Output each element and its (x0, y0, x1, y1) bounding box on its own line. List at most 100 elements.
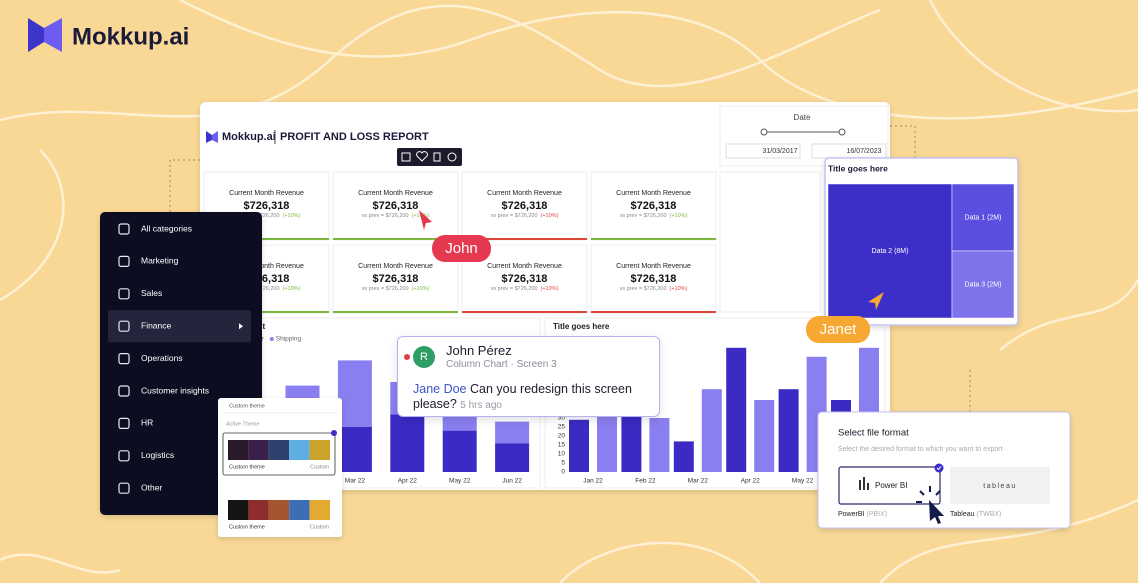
check-mark (936, 466, 942, 471)
kpi-label: Current Month Revenue (616, 263, 691, 270)
menu-icon (118, 255, 130, 267)
bar-segment (442, 414, 477, 431)
kpi-status-bar (333, 311, 458, 313)
selected-check (331, 430, 337, 436)
powerbi-option[interactable] (838, 466, 941, 505)
kpi-compare: vs prev = $726,200 (620, 213, 667, 219)
kpi-compare-row: vs prev = $726,200(+10%) (362, 286, 430, 292)
theme-panel: Custom theme Active Theme Custom theme Cu… (218, 398, 342, 537)
export-dialog: Select file format Select the desired fo… (817, 411, 1071, 529)
y-tick-label: 5 (561, 460, 565, 467)
chart-title: Title goes here (553, 322, 610, 331)
treemap-title: Title goes here (828, 163, 888, 173)
comment-message: Jane Doe Can you redesign this screen pl… (413, 382, 648, 413)
option-name: Tableau (950, 511, 975, 518)
bar (649, 418, 670, 472)
dialog-title: Select file format (838, 428, 909, 439)
menu-item[interactable]: Marketing (141, 256, 179, 266)
x-tick-label: May 22 (792, 478, 814, 485)
theme-swatch (289, 440, 310, 460)
theme-swatch (228, 440, 249, 460)
theme-swatch (248, 440, 269, 460)
kpi-value: $726,318 (244, 200, 290, 212)
bar (701, 389, 722, 472)
option-ext: (TWBX) (976, 511, 1001, 518)
kpi-compare: vs prev = $726,200 (362, 213, 409, 219)
kpi-compare-row: vs prev = $726,200(+10%) (491, 286, 559, 292)
comment-time: 5 hrs ago (460, 400, 502, 411)
menu-item[interactable]: Operations (141, 353, 183, 363)
kpi-label: Current Month Revenue (229, 190, 304, 197)
legend-swatch (269, 337, 274, 341)
x-tick-label: Jan 22 (583, 478, 603, 485)
kpi-card (332, 171, 459, 241)
kpi-value: $726,318 (502, 273, 548, 285)
cursor-janet: Janet (806, 292, 884, 343)
kpi-label: Current Month Revenue (229, 263, 304, 270)
kpi-value: $726,318 (373, 200, 419, 212)
powerbi-icon (859, 480, 861, 490)
x-tick-label: Jun 22 (502, 478, 522, 485)
powerbi-icon (863, 477, 865, 490)
active-theme-label: Active Theme (226, 421, 260, 427)
slider-handle[interactable] (838, 128, 846, 136)
tableau-option[interactable] (950, 467, 1050, 504)
selected-theme[interactable] (222, 432, 336, 476)
menu-item[interactable]: Other (141, 482, 162, 492)
kpi-status-bar (591, 238, 716, 240)
theme-swatch (268, 500, 290, 520)
bar-segment (337, 427, 372, 472)
copy-icon[interactable] (401, 152, 411, 162)
menu-item[interactable]: All categories (141, 223, 192, 233)
delete-icon[interactable] (433, 152, 441, 162)
y-tick-label: 15 (558, 442, 566, 449)
kpi-delta: (+10%) (541, 213, 559, 219)
menu-item[interactable]: Sales (141, 288, 162, 298)
theme-swatch (309, 440, 330, 460)
option-button-label: tableau (983, 483, 1016, 490)
avatar: R (413, 346, 435, 368)
comment-icon[interactable] (447, 152, 457, 162)
menu-item[interactable]: Customer insights (141, 385, 209, 395)
treemap-card: Title goes here Data 2 (8M) Data 1 (2M) Da… (824, 157, 1019, 326)
date-end: 16/07/2023 (846, 148, 881, 155)
mention: Jane Doe (413, 382, 467, 396)
menu-icon (118, 482, 130, 494)
kpi-compare-row: vs prev = $726,200(+10%) (620, 286, 688, 292)
context: Column Chart (446, 359, 508, 370)
kpi-compare-row: vs prev = $726,200(+10%) (491, 213, 559, 219)
comment-card[interactable]: R John Pérez Column Chart · Screen 3 Jan… (397, 336, 660, 417)
x-tick-label: Mar 22 (345, 478, 366, 485)
bar-segment (337, 360, 372, 427)
menu-item[interactable]: Logistics (141, 450, 174, 460)
report-title: PROFIT AND LOSS REPORT (280, 131, 429, 143)
theme-tag: Custom (310, 524, 329, 530)
cursor-arrow (868, 292, 884, 310)
menu-icon (118, 450, 130, 462)
kpi-delta: (+10%) (283, 213, 301, 219)
kpi-value: $726,318 (502, 200, 548, 212)
bar-segment (390, 414, 425, 472)
like-icon[interactable] (416, 151, 428, 162)
mouse-cursor (929, 500, 944, 524)
x-tick-label: Mar 22 (688, 478, 709, 485)
slider-handle[interactable] (760, 128, 768, 136)
kpi-card (590, 244, 717, 314)
menu-item[interactable]: Finance (141, 320, 172, 330)
date-input[interactable] (725, 143, 801, 159)
theme-swatch (248, 500, 269, 520)
legend-label: Shipping (276, 336, 302, 343)
report-header: Mokkup.ai PROFIT AND LOSS REPORT (206, 130, 429, 144)
toolbar-bg (397, 148, 462, 166)
date-filter: Date 31/03/2017 16/07/2023 (719, 105, 889, 167)
kpi-status-bar (333, 238, 458, 240)
connectors (169, 125, 971, 412)
toolbar (397, 148, 462, 166)
unread-dot (404, 354, 410, 360)
theme-name: Custom theme (229, 464, 265, 470)
menu-item[interactable]: HR (141, 418, 153, 428)
treemap-label: Data 2 (8M) (872, 248, 909, 255)
theme-swatch (309, 500, 330, 520)
empty-card (719, 171, 821, 313)
